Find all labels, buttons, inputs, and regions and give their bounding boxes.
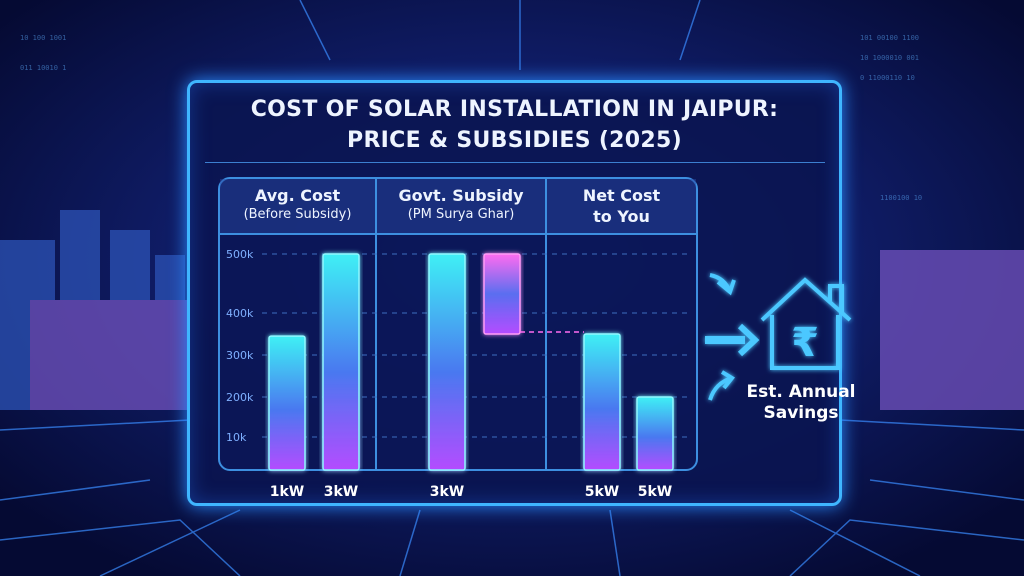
svg-text:101 00100 1100: 101 00100 1100	[860, 34, 919, 42]
svg-text:10 100 1001: 10 100 1001	[20, 34, 66, 42]
panel-title: Avg. Cost	[254, 186, 341, 205]
chart-title-line2: PRICE & SUBSIDIES (2025)	[347, 128, 682, 153]
panel-header-avg-cost: Avg. Cost (Before Subsidy)	[220, 179, 375, 235]
savings-label-line1: Est. Annual	[746, 382, 856, 402]
panel-header-net-cost: Net Cost to You	[547, 179, 696, 235]
city-skyline	[0, 210, 1024, 410]
panel-header-govt-subsidy: Govt. Subsidy (PM Surya Ghar)	[377, 179, 545, 235]
chart-title-line1: COST OF SOLAR INSTALLATION IN JAIPUR:	[250, 97, 779, 122]
panel-divider	[545, 179, 547, 469]
panel-subtitle: (PM Surya Ghar)	[407, 207, 515, 222]
panel-subtitle: (Before Subsidy)	[243, 207, 352, 222]
chart-box: Avg. Cost (Before Subsidy) Govt. Subsidy…	[218, 177, 698, 471]
panel-subtitle: to You	[593, 207, 650, 226]
savings-label-line2: Savings	[763, 403, 839, 423]
svg-text:₹: ₹	[791, 320, 819, 366]
svg-text:10 1000010 001: 10 1000010 001	[860, 54, 919, 62]
house-rupee-icon: ₹	[760, 277, 852, 370]
title-divider	[205, 162, 825, 163]
panel-title: Govt. Subsidy	[398, 186, 524, 205]
svg-text:011 10010 1: 011 10010 1	[20, 64, 66, 72]
svg-text:0 11000110 10: 0 11000110 10	[860, 74, 915, 82]
panel-title: Net Cost	[582, 186, 661, 205]
svg-text:1100100 10: 1100100 10	[880, 194, 922, 202]
panel-divider	[375, 179, 377, 469]
savings-graphic: ₹	[705, 273, 852, 401]
